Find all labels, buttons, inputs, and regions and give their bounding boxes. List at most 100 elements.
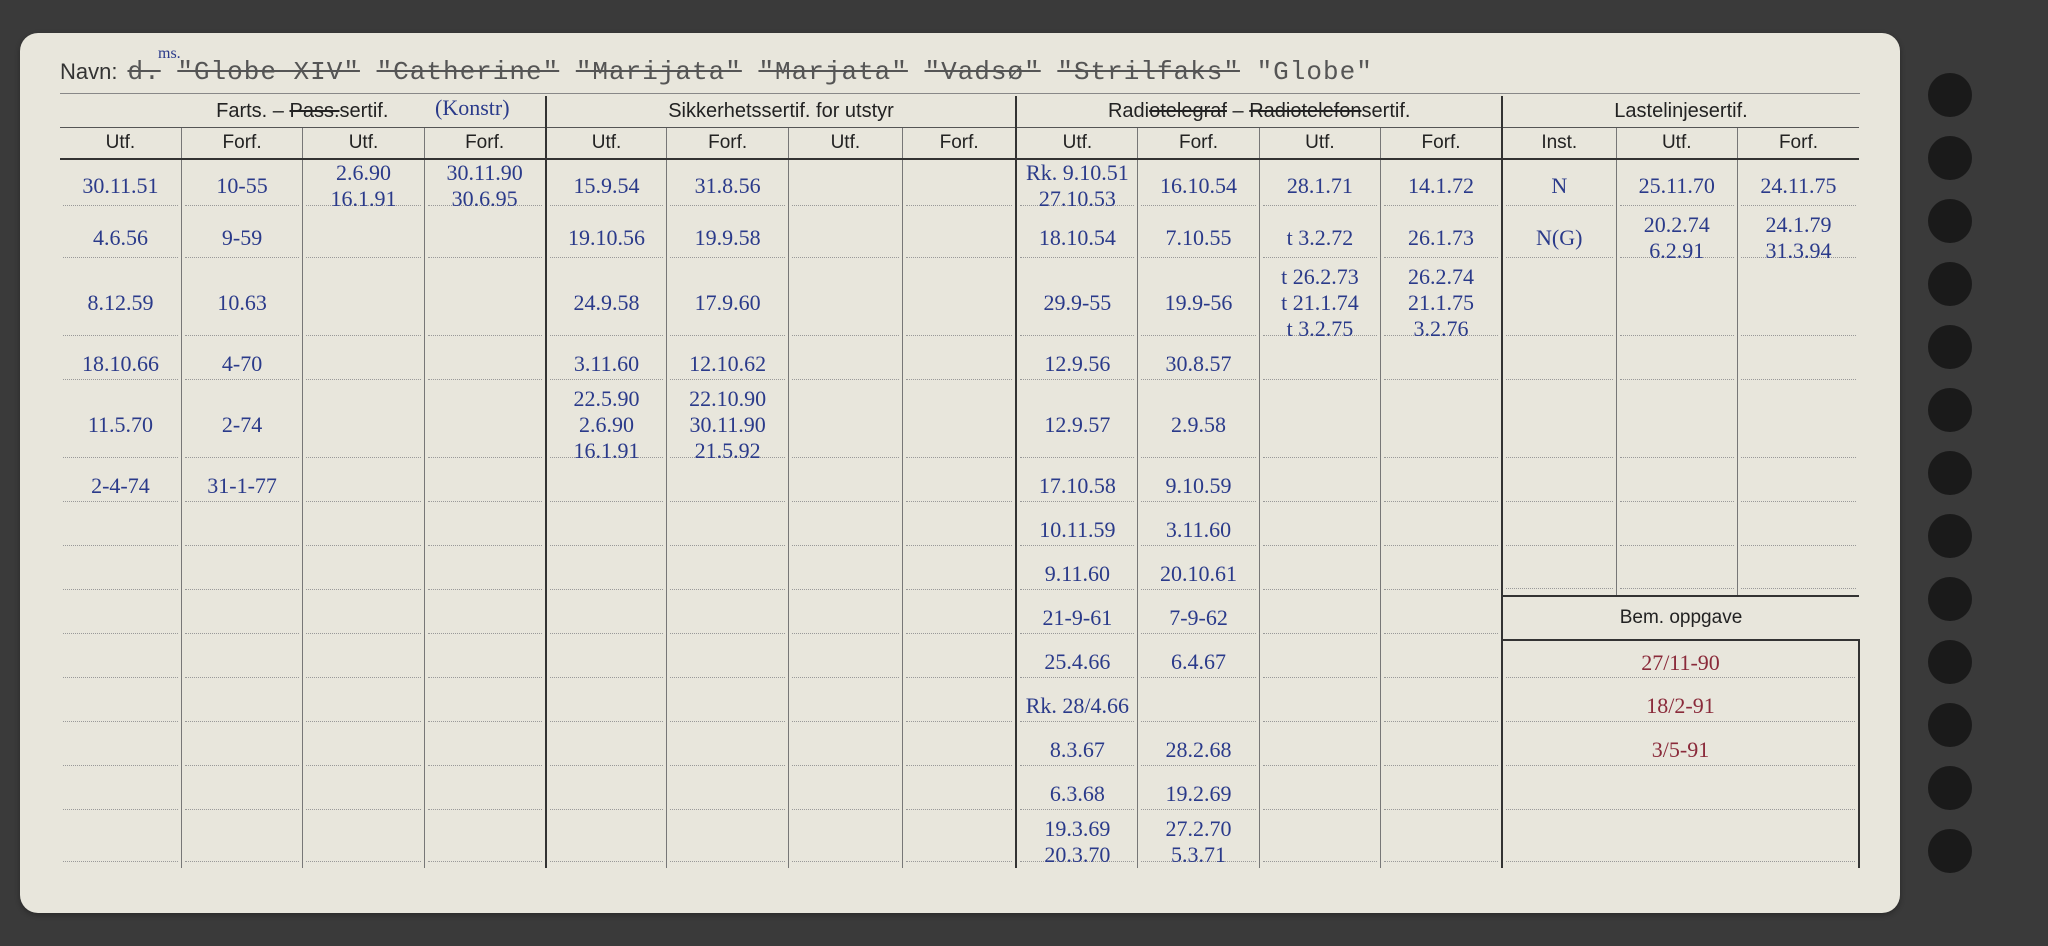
cell	[303, 728, 424, 772]
cell: 19.10.56	[546, 212, 667, 264]
cell	[1381, 772, 1502, 816]
binder-hole	[1928, 451, 1972, 495]
table-row: 6.3.6819.2.69	[60, 772, 1859, 816]
cell: 30.11.90 30.6.95	[424, 159, 545, 212]
cell	[1259, 342, 1380, 386]
ship-name: "Catherine"	[377, 57, 560, 87]
cell: 26.1.73	[1381, 212, 1502, 264]
cell	[788, 386, 902, 464]
navn-label: Navn:	[60, 59, 117, 85]
table-row: 10.11.593.11.60	[60, 508, 1859, 552]
cell	[1381, 386, 1502, 464]
cell: 2.9.58	[1138, 386, 1259, 464]
cell	[1381, 640, 1502, 684]
column-sub: Forf.	[424, 128, 545, 160]
cell: 8.12.59	[60, 264, 181, 342]
cell	[1616, 342, 1737, 386]
cell	[1737, 264, 1859, 342]
column-sub: Forf.	[1138, 128, 1259, 160]
cell	[60, 552, 181, 596]
cell: 19.3.69 20.3.70	[1016, 816, 1137, 868]
column-sub: Utf.	[303, 128, 424, 160]
column-sub: Forf.	[1381, 128, 1502, 160]
column-sub: Inst.	[1502, 128, 1616, 160]
column-sub: Utf.	[546, 128, 667, 160]
cell: 11.5.70	[60, 386, 181, 464]
cell	[303, 342, 424, 386]
cell: 9-59	[181, 212, 302, 264]
cell	[902, 342, 1016, 386]
table-row: 25.4.666.4.6727/11-90	[60, 640, 1859, 684]
cell	[902, 596, 1016, 640]
cell: 31.8.56	[667, 159, 788, 212]
cell	[60, 772, 181, 816]
cell: 26.2.74 21.1.75 3.2.76	[1381, 264, 1502, 342]
cell	[1381, 552, 1502, 596]
cell	[546, 640, 667, 684]
cell	[181, 596, 302, 640]
binder-hole	[1928, 136, 1972, 180]
cell	[1259, 386, 1380, 464]
cell	[667, 728, 788, 772]
cell	[303, 212, 424, 264]
cell	[667, 508, 788, 552]
cell: 25.4.66	[1016, 640, 1137, 684]
cell	[546, 772, 667, 816]
cell: 3.11.60	[1138, 508, 1259, 552]
cell	[1737, 342, 1859, 386]
cell	[902, 464, 1016, 508]
cell: Rk. 28/4.66	[1016, 684, 1137, 728]
column-sub: Utf.	[1016, 128, 1137, 160]
cell: 9.11.60	[1016, 552, 1137, 596]
table-row: 18.10.664-703.11.6012.10.6212.9.5630.8.5…	[60, 342, 1859, 386]
binder-hole	[1928, 766, 1972, 810]
cell	[424, 772, 545, 816]
cell	[424, 596, 545, 640]
cell	[303, 772, 424, 816]
cell	[1502, 386, 1616, 464]
cell: 9.10.59	[1138, 464, 1259, 508]
cell	[1381, 596, 1502, 640]
cell: 28.2.68	[1138, 728, 1259, 772]
cell	[1502, 464, 1616, 508]
cell	[424, 684, 545, 728]
table-header: Farts. – Pass.sertif.Sikkerhetssertif. f…	[60, 96, 1859, 159]
table-row: 2-4-7431-1-7717.10.589.10.59	[60, 464, 1859, 508]
cell	[303, 464, 424, 508]
cell: 20.10.61	[1138, 552, 1259, 596]
binder-hole	[1928, 577, 1972, 621]
cell	[902, 386, 1016, 464]
table-row: 11.5.702-7422.5.90 2.6.90 16.1.9122.10.9…	[60, 386, 1859, 464]
name-row: Navn: d. "Globe XIV" "Catherine" "Marija…	[60, 57, 1860, 94]
cell	[546, 684, 667, 728]
cell	[902, 728, 1016, 772]
bem-entry	[1502, 772, 1859, 816]
column-group: Lastelinjesertif.	[1502, 96, 1859, 128]
cell	[546, 464, 667, 508]
konstr-annotation: (Konstr)	[435, 95, 510, 121]
cell: 2-4-74	[60, 464, 181, 508]
cell	[667, 464, 788, 508]
cell: 17.10.58	[1016, 464, 1137, 508]
cell	[303, 386, 424, 464]
binder-hole	[1928, 829, 1972, 873]
table-row: Rk. 28/4.6618/2-91	[60, 684, 1859, 728]
cell	[1138, 684, 1259, 728]
table-row: 30.11.5110-552.6.90 16.1.9130.11.90 30.6…	[60, 159, 1859, 212]
cell: 19.9.58	[667, 212, 788, 264]
cell: 10.63	[181, 264, 302, 342]
cell	[546, 508, 667, 552]
column-sub: Utf.	[1616, 128, 1737, 160]
cell	[424, 640, 545, 684]
cell	[303, 684, 424, 728]
cell	[667, 596, 788, 640]
ms-annotation: ms.	[158, 45, 181, 63]
cell	[546, 552, 667, 596]
cell	[181, 728, 302, 772]
cell	[1259, 552, 1380, 596]
column-group: Sikkerhetssertif. for utstyr	[546, 96, 1017, 128]
cell: 4.6.56	[60, 212, 181, 264]
cell	[1259, 684, 1380, 728]
cell: 30.8.57	[1138, 342, 1259, 386]
cell	[546, 596, 667, 640]
